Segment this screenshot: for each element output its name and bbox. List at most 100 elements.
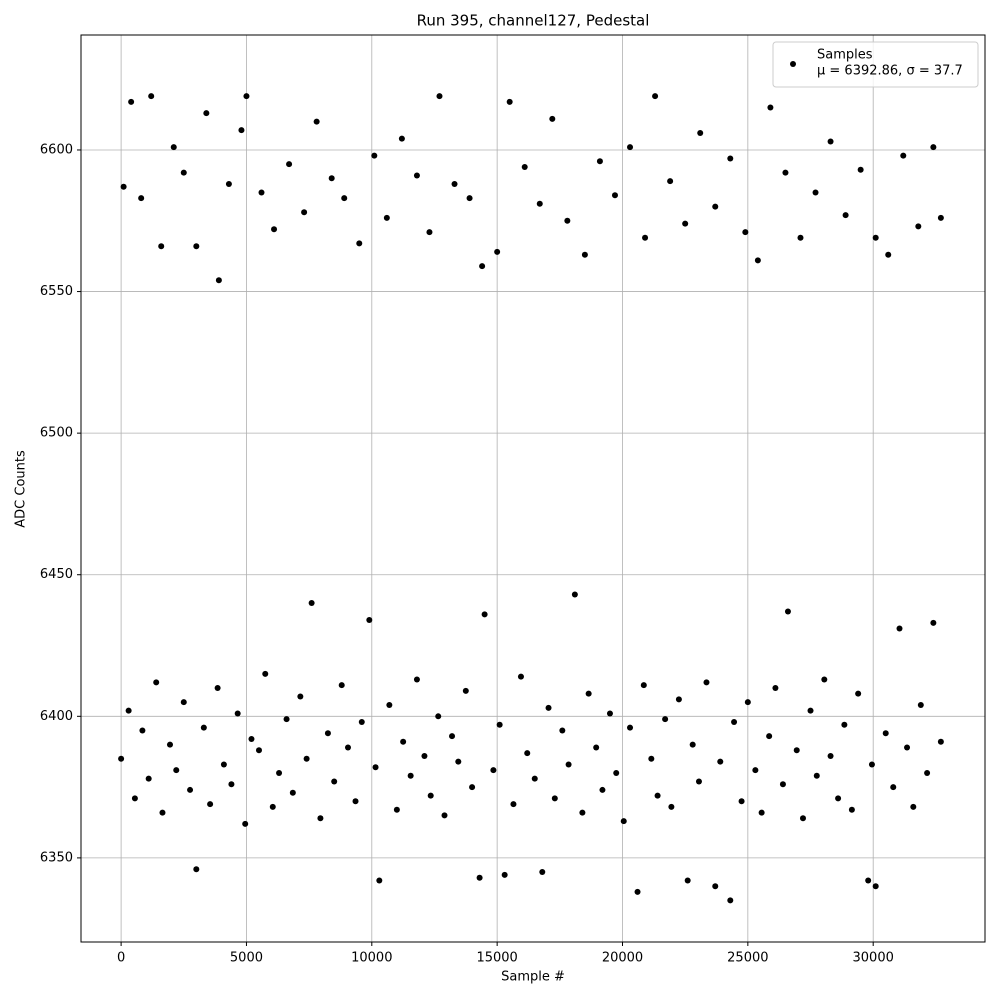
point: [125, 707, 132, 714]
point: [827, 138, 834, 145]
point: [441, 812, 448, 819]
point: [917, 701, 924, 708]
point: [220, 761, 227, 768]
point: [896, 625, 903, 632]
point: [356, 240, 363, 247]
point: [180, 169, 187, 176]
point: [937, 214, 944, 221]
x-tick-label: 0: [117, 951, 125, 966]
point: [308, 600, 315, 607]
point: [652, 93, 659, 100]
point: [579, 809, 586, 816]
point: [187, 786, 194, 793]
point: [466, 195, 473, 202]
point: [900, 152, 907, 159]
point: [684, 877, 691, 884]
y-tick-label: 6400: [40, 709, 73, 724]
y-axis-label: ADC Counts: [14, 450, 29, 528]
point: [490, 767, 497, 774]
point: [501, 871, 508, 878]
point: [793, 747, 800, 754]
point: [872, 234, 879, 241]
point: [371, 152, 378, 159]
point: [545, 704, 552, 711]
point: [269, 803, 276, 810]
point: [827, 752, 834, 759]
point: [640, 682, 647, 689]
point: [731, 718, 738, 725]
point: [797, 234, 804, 241]
point: [882, 730, 889, 737]
point: [427, 792, 434, 799]
point: [393, 806, 400, 813]
y-tick-label: 6350: [40, 850, 73, 865]
point: [234, 710, 241, 717]
point: [238, 127, 245, 134]
point: [145, 775, 152, 782]
point: [857, 166, 864, 173]
legend-marker: [790, 61, 796, 67]
point: [139, 727, 146, 734]
point: [782, 169, 789, 176]
point: [772, 684, 779, 691]
point: [203, 110, 210, 117]
point: [200, 724, 207, 731]
point: [426, 229, 433, 236]
point: [506, 98, 513, 105]
point: [571, 591, 578, 598]
point: [611, 192, 618, 199]
point: [821, 676, 828, 683]
point: [215, 277, 222, 284]
point: [341, 195, 348, 202]
point: [366, 617, 373, 624]
x-tick-label: 15000: [476, 951, 517, 966]
point: [248, 735, 255, 742]
point: [173, 767, 180, 774]
point: [627, 724, 634, 731]
point: [255, 747, 262, 754]
point: [436, 93, 443, 100]
point: [581, 251, 588, 258]
point: [930, 144, 937, 151]
point: [865, 877, 872, 884]
point: [549, 115, 556, 122]
point: [937, 738, 944, 745]
y-tick-label: 6550: [40, 284, 73, 299]
point: [848, 806, 855, 813]
point: [551, 795, 558, 802]
point: [258, 189, 265, 196]
point: [642, 234, 649, 241]
y-tick-label: 6450: [40, 567, 73, 582]
point: [352, 798, 359, 805]
point: [565, 761, 572, 768]
point: [297, 693, 304, 700]
point: [421, 752, 428, 759]
points: [118, 93, 944, 904]
point: [271, 226, 278, 233]
point: [682, 220, 689, 227]
point: [754, 257, 761, 264]
point: [262, 670, 269, 677]
point: [207, 801, 214, 808]
point: [331, 778, 338, 785]
point: [752, 767, 759, 774]
x-axis-label: Sample #: [501, 970, 565, 985]
point: [703, 679, 710, 686]
point: [841, 721, 848, 728]
point: [717, 758, 724, 765]
y-tick-label: 6600: [40, 142, 73, 157]
point: [766, 733, 773, 740]
point: [449, 733, 456, 740]
point: [868, 761, 875, 768]
point: [276, 769, 283, 776]
point: [243, 93, 250, 100]
point: [451, 180, 458, 187]
point: [885, 251, 892, 258]
legend-note: μ = 6392.86, σ = 37.7: [817, 64, 963, 79]
x-tick-label: 5000: [230, 951, 263, 966]
point: [627, 144, 634, 151]
point: [170, 144, 177, 151]
point: [242, 820, 249, 827]
point: [531, 775, 538, 782]
